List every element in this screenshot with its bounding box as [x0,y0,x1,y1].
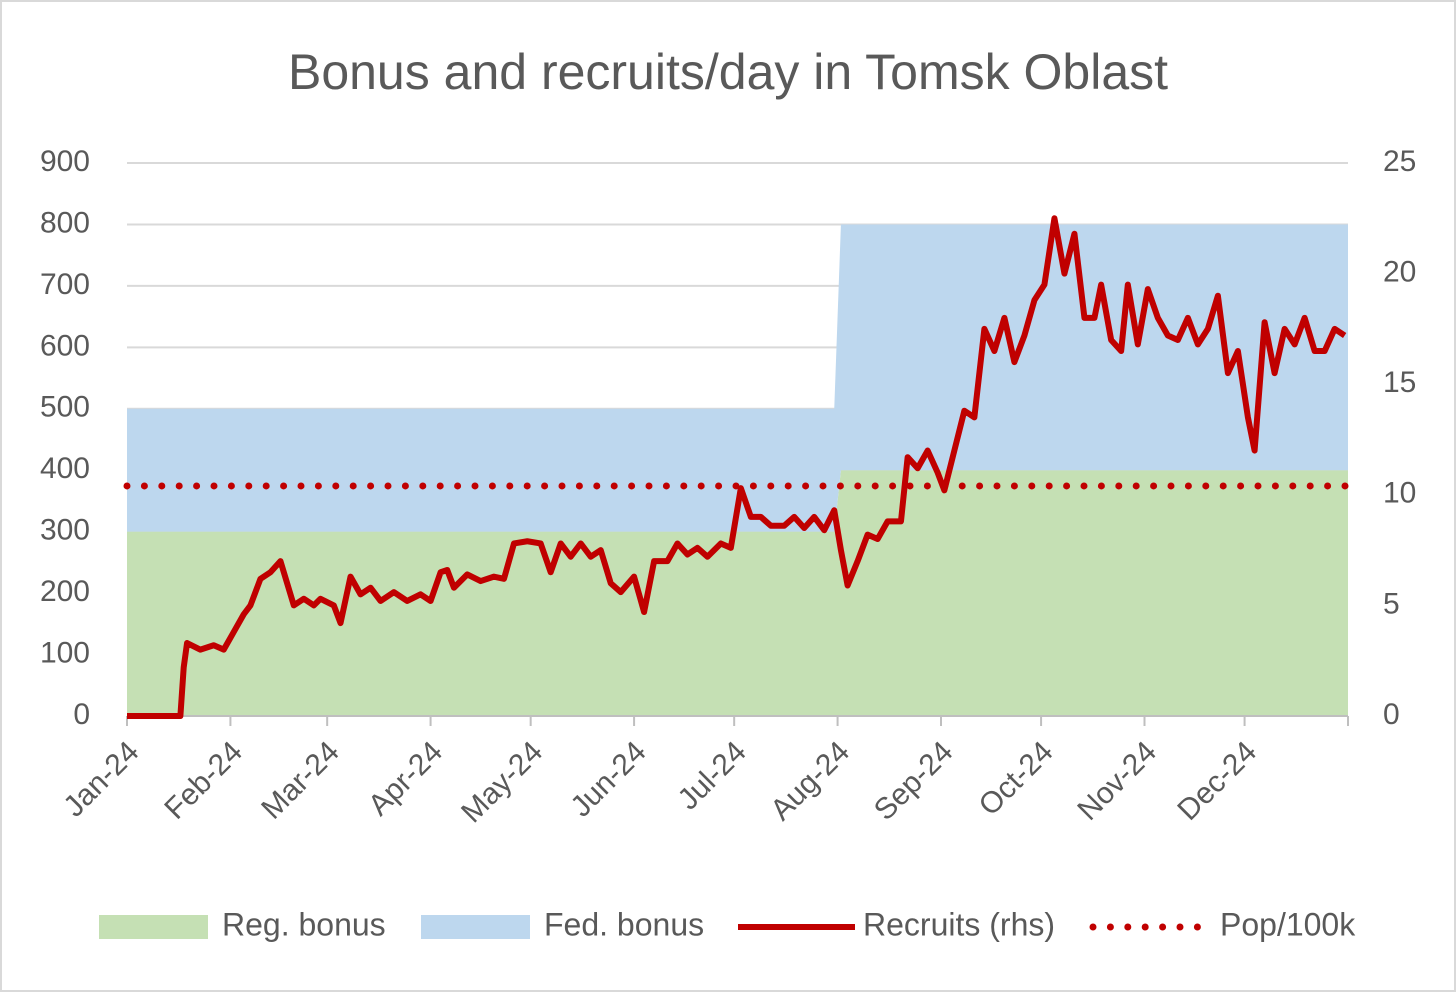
y-tick-label: 700 [40,268,90,301]
line [127,215,1347,719]
y-tick-label: 200 [40,575,90,608]
y-tick-label: 100 [40,636,90,669]
legend-swatch [421,915,530,939]
legend-label: Fed. bonus [544,906,704,942]
y-tick-label: 0 [73,698,90,731]
y2-tick-label: 0 [1383,698,1400,731]
y2-tick-label: 10 [1383,477,1416,510]
y2-tick-label: 25 [1383,145,1416,178]
y-tick-label: 600 [40,329,90,362]
y2-tick-label: 15 [1383,366,1416,399]
y2-tick-label: 20 [1383,256,1416,289]
legend-label: Reg. bonus [222,906,386,942]
y-tick-label: 800 [40,206,90,239]
y-tick-label: 400 [40,452,90,485]
y-tick-label: 300 [40,514,90,547]
legend-swatch [99,915,208,939]
area [127,224,1348,532]
chart-title: Bonus and recruits/day in Tomsk Oblast [288,44,1168,100]
legend-label: Pop/100k [1220,906,1356,942]
y-tick-label: 900 [40,145,90,178]
y-tick-label: 500 [40,391,90,424]
y2-tick-label: 5 [1383,587,1400,620]
legend-label: Recruits (rhs) [863,906,1055,942]
